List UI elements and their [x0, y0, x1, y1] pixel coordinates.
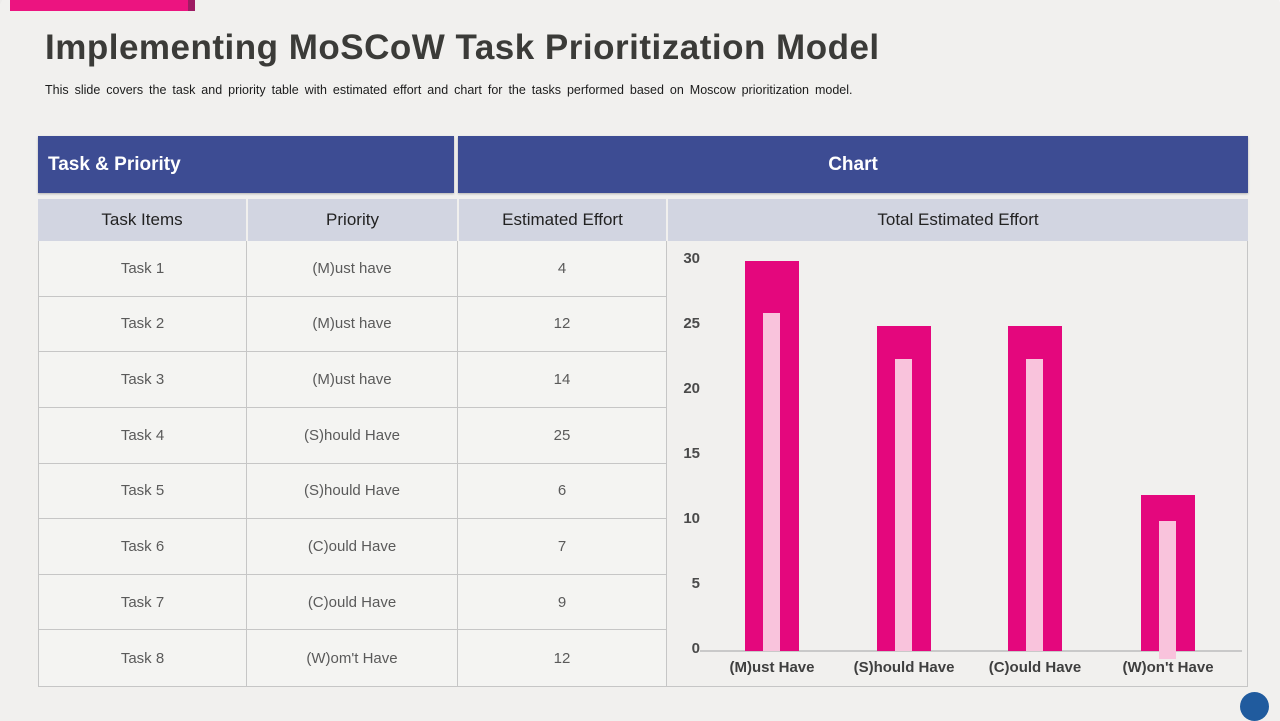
table-cell-task: Task 4 [39, 407, 247, 464]
task-rows: Task 1 (M)ust have 4 Task 2 (M)ust have 12 Tas… [38, 241, 667, 686]
table-cell-task: Task 2 [39, 296, 247, 353]
table-cell-effort: 9 [458, 574, 667, 631]
column-header-priority: Priority [248, 199, 457, 241]
y-axis-tick-label: 20 [683, 380, 700, 397]
table-cell-effort: 6 [458, 463, 667, 520]
bar-inner-highlight [1159, 521, 1176, 659]
y-axis-tick-label: 25 [683, 315, 700, 332]
column-header-total-estimated-effort: Total Estimated Effort [668, 199, 1248, 241]
table-cell-priority: (M)ust have [247, 296, 458, 353]
table-cell-effort: 4 [458, 241, 667, 297]
table-cell-priority: (S)hould Have [247, 463, 458, 520]
bar-chart: 0 5 10 15 20 25 30 (M)ust Have (S)hould Have (C)o… [666, 241, 1248, 686]
table-cell-effort: 12 [458, 630, 667, 686]
table-cell-task: Task 7 [39, 574, 247, 631]
table-cell-effort: 25 [458, 407, 667, 464]
page-title: Implementing MoSCoW Task Prioritization … [45, 28, 880, 67]
column-header-task-items: Task Items [38, 199, 246, 241]
table-cell-priority: (M)ust have [247, 352, 458, 408]
y-axis-tick-label: 10 [683, 510, 700, 527]
bar-inner-highlight [763, 313, 780, 651]
table-cell-priority: (S)hould Have [247, 407, 458, 464]
bar-inner-highlight [895, 358, 912, 651]
x-axis-line [700, 650, 1242, 652]
table-group-header-row: Task & Priority Chart [38, 136, 1248, 193]
y-axis-tick-label: 30 [683, 250, 700, 267]
y-axis-tick-label: 5 [691, 575, 700, 592]
table-cell-task: Task 1 [39, 241, 247, 297]
table-cell-task: Task 3 [39, 352, 247, 408]
group-header-task-priority: Task & Priority [38, 136, 454, 193]
table-cell-priority: (C)ould Have [247, 574, 458, 631]
table-cell-effort: 14 [458, 352, 667, 408]
table-body: Task 1 (M)ust have 4 Task 2 (M)ust have 12 Tas… [38, 241, 1248, 687]
table-cell-priority: (W)om't Have [247, 630, 458, 686]
table-cell-priority: (C)ould Have [247, 519, 458, 575]
table-cell-task: Task 6 [39, 519, 247, 575]
x-axis-category-label: (C)ould Have [988, 659, 1082, 676]
decorative-circle [1240, 692, 1269, 721]
table-cell-effort: 7 [458, 519, 667, 575]
top-accent-bar [10, 0, 195, 11]
table-cell-priority: (M)ust have [247, 241, 458, 297]
bar-inner-highlight [1026, 358, 1043, 651]
top-accent-bar-endcap [188, 0, 195, 11]
page-subtitle: This slide covers the task and priority … [45, 83, 853, 97]
y-axis-tick-label: 0 [691, 640, 700, 657]
y-axis-tick-label: 15 [683, 445, 700, 462]
table-cell-task: Task 8 [39, 630, 247, 686]
x-axis-category-label: (W)on't Have [1122, 659, 1214, 676]
group-header-chart: Chart [458, 136, 1248, 193]
table-cell-effort: 12 [458, 296, 667, 353]
table-column-header-row: Task Items Priority Estimated Effort Tot… [38, 199, 1248, 241]
x-axis-category-label: (M)ust Have [729, 659, 815, 676]
x-axis-category-label: (S)hould Have [853, 659, 955, 676]
top-accent-bar-main [10, 0, 188, 11]
table-cell-task: Task 5 [39, 463, 247, 520]
task-priority-table: Task & Priority Chart Task Items Priorit… [38, 136, 1248, 687]
column-header-estimated-effort: Estimated Effort [459, 199, 666, 241]
